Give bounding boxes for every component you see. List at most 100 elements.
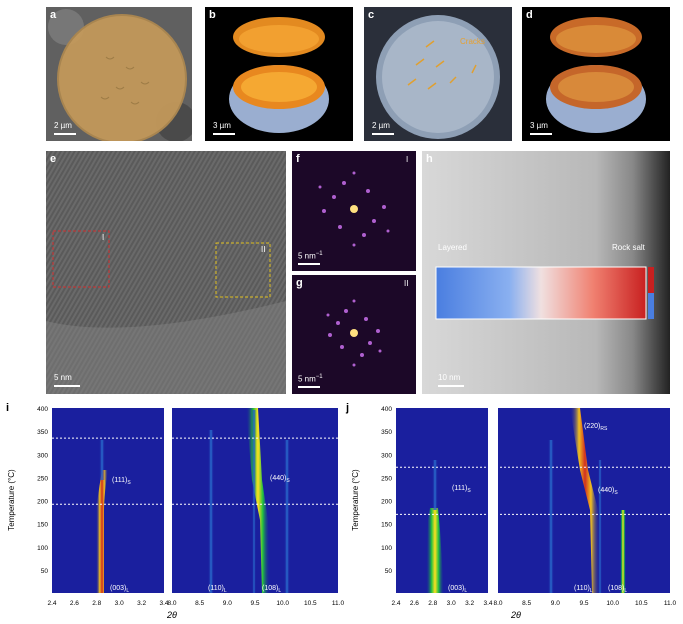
panel-f: f I 5 nm−1 bbox=[292, 151, 416, 271]
i-label-108: (108)L bbox=[262, 585, 281, 594]
panel-b-scale: 3 µm bbox=[213, 121, 231, 130]
panel-f-scale: 5 nm−1 bbox=[298, 251, 323, 261]
y-tick-label: 250 bbox=[37, 475, 48, 482]
panel-c-label: c bbox=[368, 9, 375, 21]
panel-e-region1: I bbox=[102, 233, 105, 242]
j-peak-side bbox=[548, 440, 554, 593]
panel-h: h Layered Rock salt 10 nm bbox=[422, 151, 670, 394]
j-peak-003 bbox=[426, 508, 444, 593]
i-ylabel: Temperature (°C) bbox=[7, 469, 16, 531]
panel-a-label: a bbox=[50, 9, 57, 21]
panel-c-scalebar bbox=[372, 133, 394, 135]
panel-d-scale: 3 µm bbox=[530, 121, 548, 130]
x-tick-label: 8.5 bbox=[522, 600, 531, 607]
y-tick-label: 50 bbox=[41, 568, 49, 575]
y-tick-label: 350 bbox=[381, 429, 392, 436]
x-tick-label: 2.4 bbox=[391, 600, 400, 607]
panel-d: d 3 µm bbox=[522, 7, 670, 141]
panel-j-label: j bbox=[346, 402, 350, 414]
i-peak-003 bbox=[96, 470, 108, 593]
j-label-111: (111)S bbox=[452, 485, 471, 494]
y-tick-label: 200 bbox=[37, 499, 48, 506]
panel-g-label: g bbox=[296, 277, 303, 289]
panel-e: e I II 5 nm bbox=[46, 151, 286, 394]
x-tick-label: 10.5 bbox=[635, 600, 648, 607]
panel-e-scalebar bbox=[54, 385, 80, 387]
panel-b-image bbox=[229, 17, 329, 133]
panel-g: g II 5 nm−1 bbox=[292, 275, 416, 394]
i-xlabel: 2θ bbox=[166, 610, 177, 620]
panel-h-label: h bbox=[426, 153, 433, 165]
panel-e-image bbox=[46, 151, 286, 394]
panel-b-scalebar bbox=[213, 133, 235, 135]
panel-g-scale: 5 nm−1 bbox=[298, 374, 323, 384]
y-tick-label: 50 bbox=[385, 568, 393, 575]
panel-a: a 2 µm bbox=[46, 7, 192, 141]
i-label-110: (110)L bbox=[208, 585, 227, 594]
panel-c-scale: 2 µm bbox=[372, 121, 390, 130]
dashed-lines bbox=[52, 437, 670, 515]
x-tick-label: 9.0 bbox=[551, 600, 560, 607]
panel-a-scale: 2 µm bbox=[54, 121, 72, 130]
x-tick-label: 3.0 bbox=[115, 600, 124, 607]
x-tick-label: 3.4 bbox=[159, 600, 168, 607]
j-peak-220-440 bbox=[570, 408, 600, 593]
panel-b-label: b bbox=[209, 9, 216, 21]
x-tick-label: 8.0 bbox=[167, 600, 176, 607]
panel-h-image bbox=[422, 151, 670, 394]
i-label-003: (003)L bbox=[110, 585, 129, 594]
x-tick-label: 3.0 bbox=[447, 600, 456, 607]
j-label-220: (220)RS bbox=[584, 423, 608, 432]
panel-d-scalebar bbox=[530, 133, 552, 135]
panel-g-image bbox=[292, 275, 416, 394]
panel-f-image bbox=[292, 151, 416, 271]
i-peak-side bbox=[252, 410, 256, 593]
j-label-108: (108)L bbox=[608, 585, 627, 594]
y-tick-label: 350 bbox=[37, 429, 48, 436]
x-tick-label: 8.5 bbox=[195, 600, 204, 607]
j-xlabel: 2θ bbox=[510, 610, 521, 620]
x-tick-label: 10.5 bbox=[304, 600, 317, 607]
panel-a-image bbox=[46, 7, 192, 141]
axis-ticks: 400 350 300 250 200 150 100 50 400 350 300 250 200 15… bbox=[37, 406, 676, 607]
panel-f-scalebar bbox=[298, 263, 320, 265]
panel-e-region2: II bbox=[261, 245, 266, 254]
j-ylabel: Temperature (°C) bbox=[351, 469, 360, 531]
j-right-plot bbox=[498, 408, 670, 593]
panel-f-region: I bbox=[406, 155, 409, 164]
j-label-440: (440)S bbox=[598, 487, 618, 496]
x-tick-label: 2.8 bbox=[92, 600, 101, 607]
panel-g-scalebar bbox=[298, 386, 320, 388]
y-tick-label: 400 bbox=[37, 406, 48, 413]
i-left-plot bbox=[52, 408, 164, 593]
x-tick-label: 2.4 bbox=[47, 600, 56, 607]
j-label-003: (003)L bbox=[448, 585, 467, 594]
panel-e-scale: 5 nm bbox=[54, 373, 72, 382]
panel-e-label: e bbox=[50, 153, 57, 165]
x-tick-label: 10.0 bbox=[606, 600, 619, 607]
panel-c-image bbox=[376, 15, 500, 139]
x-tick-label: 9.5 bbox=[250, 600, 259, 607]
x-tick-label: 8.0 bbox=[493, 600, 502, 607]
panel-g-region: II bbox=[404, 279, 409, 288]
y-tick-label: 150 bbox=[37, 522, 48, 529]
y-tick-label: 300 bbox=[381, 452, 392, 459]
panel-b: b 3 µm bbox=[205, 7, 353, 141]
y-tick-label: 300 bbox=[37, 452, 48, 459]
y-tick-label: 100 bbox=[381, 545, 392, 552]
x-tick-label: 11.0 bbox=[332, 600, 345, 607]
panel-d-image bbox=[546, 17, 646, 133]
panel-d-label: d bbox=[526, 9, 533, 21]
y-tick-label: 400 bbox=[381, 406, 392, 413]
x-tick-label: 11.0 bbox=[664, 600, 677, 607]
y-tick-label: 150 bbox=[381, 522, 392, 529]
i-peak-108 bbox=[284, 440, 290, 593]
panel-h-scale: 10 nm bbox=[438, 373, 461, 382]
x-tick-label: 3.4 bbox=[483, 600, 492, 607]
panel-i-label: i bbox=[6, 402, 10, 414]
panel-c: c Cracks 2 µm bbox=[364, 7, 512, 141]
x-tick-label: 3.2 bbox=[465, 600, 474, 607]
i-peak-110 bbox=[208, 430, 214, 593]
y-tick-label: 100 bbox=[37, 545, 48, 552]
y-tick-label: 250 bbox=[381, 475, 392, 482]
